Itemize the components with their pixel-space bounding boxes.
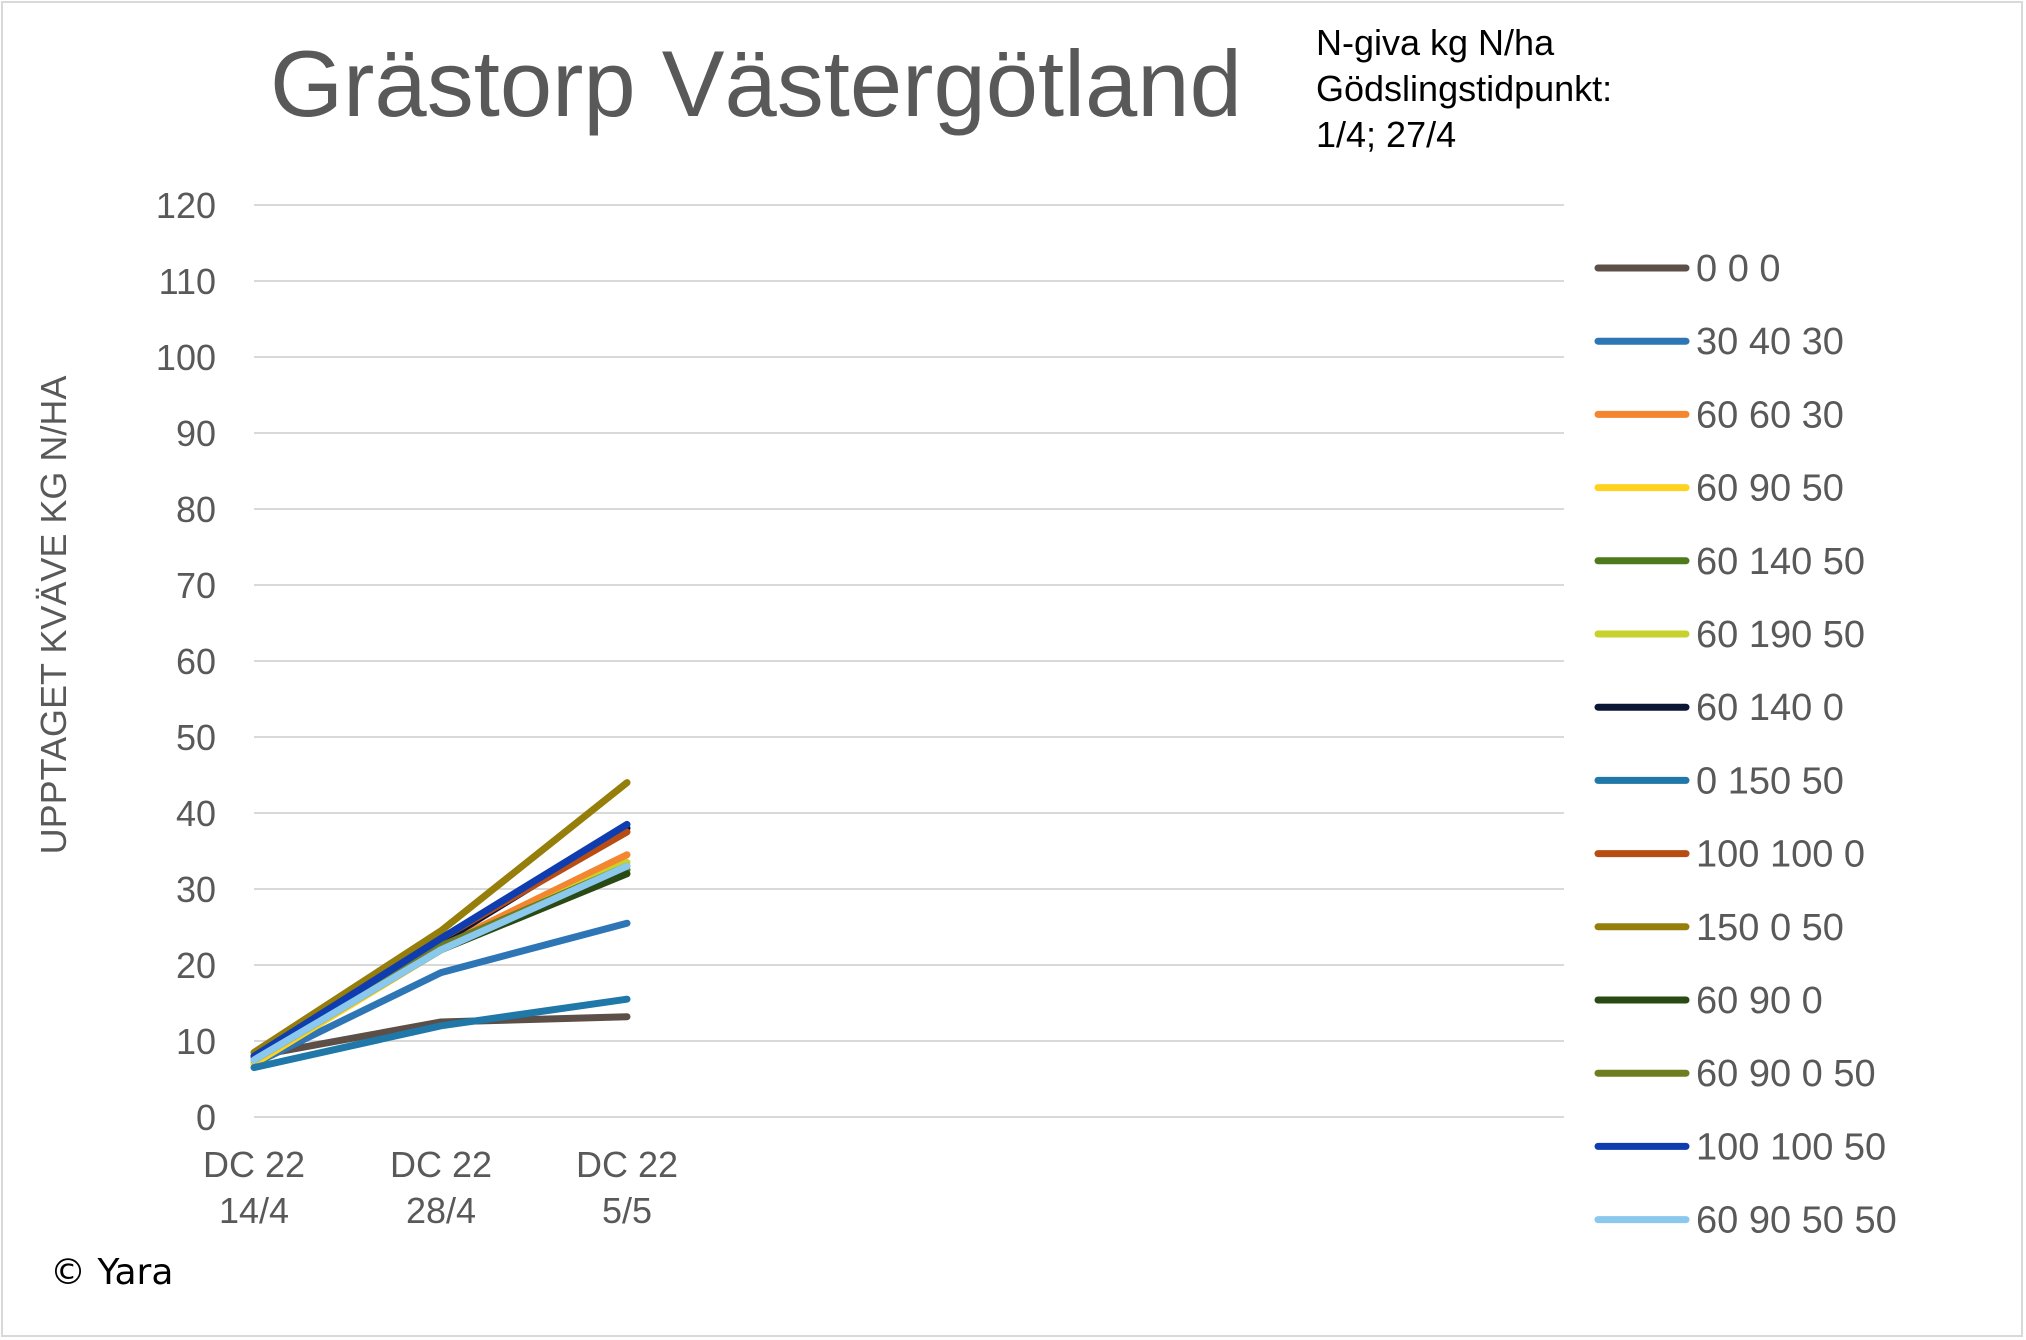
x-tick-label: DC 22 <box>576 1144 678 1185</box>
y-axis-title: UPPTAGET KVÄVE KG N/HA <box>33 376 74 855</box>
y-tick-label: 40 <box>176 793 216 834</box>
subtitle-line-1: N-giva kg N/ha <box>1316 22 1555 63</box>
series-lines <box>250 779 631 1072</box>
legend-label: 100 100 50 <box>1696 1126 1886 1168</box>
y-tick-label: 10 <box>176 1021 216 1062</box>
x-tick-label: DC 22 <box>203 1144 305 1185</box>
x-tick-label: 28/4 <box>406 1190 476 1231</box>
legend-label: 60 90 0 50 <box>1696 1053 1876 1095</box>
legend-label: 60 90 50 50 <box>1696 1200 1897 1242</box>
chart-title: Grästorp Västergötland <box>270 31 1242 136</box>
y-tick-label: 60 <box>176 641 216 682</box>
legend-label: 60 60 30 <box>1696 394 1844 436</box>
y-tick-label: 80 <box>176 489 216 530</box>
y-tick-label: 90 <box>176 413 216 454</box>
legend-label: 60 140 0 <box>1696 687 1844 729</box>
y-tick-label: 100 <box>156 337 216 378</box>
legend-label: 0 150 50 <box>1696 760 1844 802</box>
legend-label: 100 100 0 <box>1696 834 1865 876</box>
y-tick-label: 70 <box>176 565 216 606</box>
legend-label: 0 0 0 <box>1696 248 1781 290</box>
y-tick-label: 30 <box>176 869 216 910</box>
series-line-8 <box>250 995 631 1072</box>
legend-label: 150 0 50 <box>1696 907 1844 949</box>
x-tick-label: DC 22 <box>390 1144 492 1185</box>
grid-lines <box>254 204 1564 1118</box>
legend-label: 60 90 0 <box>1696 980 1823 1022</box>
x-axis-ticks: DC 22 14/4 DC 22 28/4 DC 22 5/5 <box>203 1144 678 1231</box>
x-tick-label: 14/4 <box>219 1190 289 1231</box>
x-tick-label: 5/5 <box>602 1190 652 1231</box>
y-tick-label: 50 <box>176 717 216 758</box>
legend-label: 60 140 50 <box>1696 541 1865 583</box>
y-tick-label: 110 <box>159 261 216 302</box>
legend-label: 60 90 50 <box>1696 468 1844 510</box>
y-tick-label: 0 <box>196 1097 216 1138</box>
series-line-2 <box>250 919 631 1068</box>
legend-label: 30 40 30 <box>1696 321 1844 363</box>
series-line-1 <box>250 1013 631 1060</box>
y-tick-label: 120 <box>156 185 216 226</box>
series-line-10 <box>250 779 631 1056</box>
legend: 0 0 0 30 40 30 60 60 30 60 90 50 60 140 50 60… <box>1594 248 1897 1242</box>
copyright-text: © Yara <box>50 1252 174 1293</box>
y-axis-ticks: 0 10 20 30 40 50 60 70 80 90 100 110 120 <box>156 185 216 1138</box>
series-line-14 <box>250 862 631 1064</box>
legend-label: 60 190 50 <box>1696 614 1865 656</box>
series-line-13 <box>250 820 631 1060</box>
subtitle-line-3: 1/4; 27/4 <box>1316 114 1457 155</box>
chart-subtitle: N-giva kg N/ha Gödslingstidpunkt: 1/4; 2… <box>1316 20 1612 158</box>
subtitle-line-2: Gödslingstidpunkt: <box>1316 68 1613 109</box>
y-tick-label: 20 <box>176 945 216 986</box>
